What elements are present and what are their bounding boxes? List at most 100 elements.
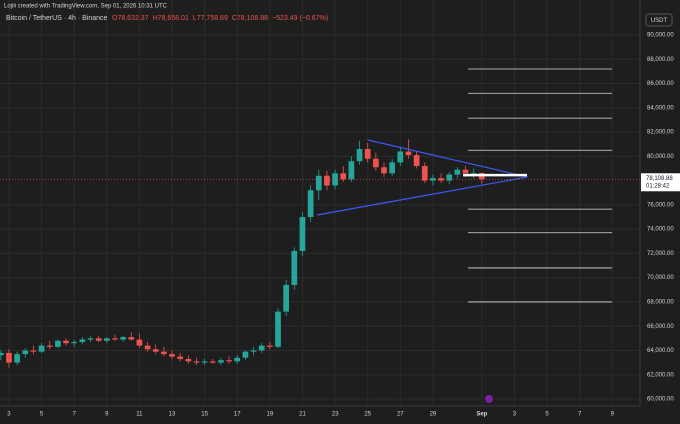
- last-price-box: [641, 173, 680, 192]
- ohlc-value: L77,758.69: [193, 15, 228, 22]
- x-tick-label: 17: [234, 412, 241, 418]
- y-tick-label: 88,000.00: [647, 57, 674, 63]
- candle-body: [454, 169, 461, 175]
- x-tick-label: 9: [611, 412, 615, 418]
- x-tick-label: 3: [513, 412, 517, 418]
- x-tick-label: 15: [201, 412, 208, 418]
- x-tick-label: 25: [364, 412, 371, 418]
- y-tick-label: 66,000.00: [647, 324, 674, 330]
- candle-body: [169, 354, 175, 357]
- candle-body: [364, 149, 371, 159]
- candle-body: [348, 161, 355, 180]
- candle-body: [46, 345, 53, 347]
- candle-body: [307, 190, 314, 218]
- candle-body: [71, 341, 78, 344]
- candle-body: [161, 351, 167, 355]
- ohlc-value: O78,632.37: [112, 15, 149, 22]
- candle-body: [193, 361, 200, 363]
- trendline: [317, 176, 528, 216]
- trendline: [367, 139, 528, 178]
- candle-body: [112, 338, 118, 340]
- candle-body: [14, 354, 20, 363]
- candle-body: [128, 337, 135, 340]
- candle-body: [299, 217, 306, 251]
- candle-body: [250, 350, 257, 352]
- x-tick-label: 7: [73, 412, 77, 418]
- credit: Lojiii created with TradingView.com, Sep…: [4, 4, 168, 10]
- candle-body: [22, 350, 29, 355]
- candle-body: [405, 151, 412, 156]
- y-tick-label: 74,000.00: [647, 227, 674, 233]
- candle-body: [152, 349, 159, 352]
- candle-body: [242, 351, 249, 358]
- candle-body: [315, 175, 322, 191]
- candle-body: [136, 339, 143, 346]
- ohlc-value: C78,108.88: [232, 15, 268, 22]
- candle-body: [63, 340, 69, 344]
- candle-body: [283, 284, 290, 312]
- candle-body: [120, 337, 126, 340]
- candle-body: [324, 175, 330, 186]
- y-tick-label: 62,000.00: [647, 372, 674, 378]
- candle-body: [87, 338, 94, 340]
- x-tick-label: 3: [7, 412, 11, 418]
- y-tick-label: 90,000.00: [647, 33, 674, 39]
- candle-body: [226, 360, 232, 362]
- candle-body: [446, 174, 453, 181]
- x-tick-label: 5: [545, 412, 549, 418]
- y-tick-label: 64,000.00: [647, 348, 674, 354]
- candle-body: [177, 356, 184, 359]
- candle-body: [209, 361, 216, 363]
- candle-body: [95, 338, 102, 341]
- candle-body: [6, 352, 12, 363]
- event-icon: [485, 395, 493, 403]
- countdown: 01:28:42: [646, 183, 670, 189]
- currency-box: [645, 13, 673, 27]
- candle-body: [462, 169, 469, 174]
- candle-body: [397, 151, 404, 163]
- candle-body: [218, 360, 224, 363]
- candle-body: [389, 162, 396, 174]
- candle-body: [267, 345, 273, 347]
- candle-body: [332, 173, 338, 186]
- candle-body: [381, 167, 387, 174]
- candle-body: [234, 357, 241, 362]
- x-tick-label: 5: [40, 412, 44, 418]
- candle-body: [38, 345, 45, 352]
- candle-body: [201, 361, 208, 363]
- currency: USDT: [651, 18, 668, 24]
- ohlc-value: H78,658.01: [153, 15, 189, 22]
- x-tick-label: 27: [397, 412, 404, 418]
- candle-body: [413, 155, 420, 167]
- y-tick-label: 82,000.00: [647, 130, 674, 136]
- candle-body: [79, 339, 86, 342]
- last-price-label: 78,108.88: [646, 176, 673, 182]
- y-tick-label: 60,000.00: [647, 397, 674, 403]
- x-tick-label: 19: [267, 412, 274, 418]
- y-tick-label: 84,000.00: [647, 105, 674, 111]
- candle-body: [470, 172, 477, 174]
- candle-body: [103, 338, 110, 341]
- x-tick-label: 29: [430, 412, 437, 418]
- y-tick-label: 72,000.00: [647, 251, 674, 257]
- y-tick-label: 70,000.00: [647, 275, 674, 281]
- x-tick-label: 13: [169, 412, 176, 418]
- x-tick-label: Sep: [476, 412, 487, 418]
- candle-body: [340, 173, 347, 180]
- ohlc-value: −523.49 (−0.67%): [272, 15, 328, 22]
- candle-body: [421, 166, 428, 181]
- candle-body: [291, 250, 298, 285]
- candle-body: [258, 345, 265, 351]
- x-tick-label: 9: [105, 412, 109, 418]
- y-tick-label: 80,000.00: [647, 154, 674, 160]
- y-tick-label: 86,000.00: [647, 81, 674, 87]
- candle-body: [185, 358, 192, 362]
- x-tick-label: 21: [299, 412, 306, 418]
- candle-body: [372, 158, 379, 168]
- candle-body: [55, 340, 61, 347]
- chart-title: Bitcoin / TetherUS · 4h · Binance: [6, 15, 108, 22]
- y-tick-label: 68,000.00: [647, 300, 674, 306]
- y-tick-label: 76,000.00: [647, 202, 674, 208]
